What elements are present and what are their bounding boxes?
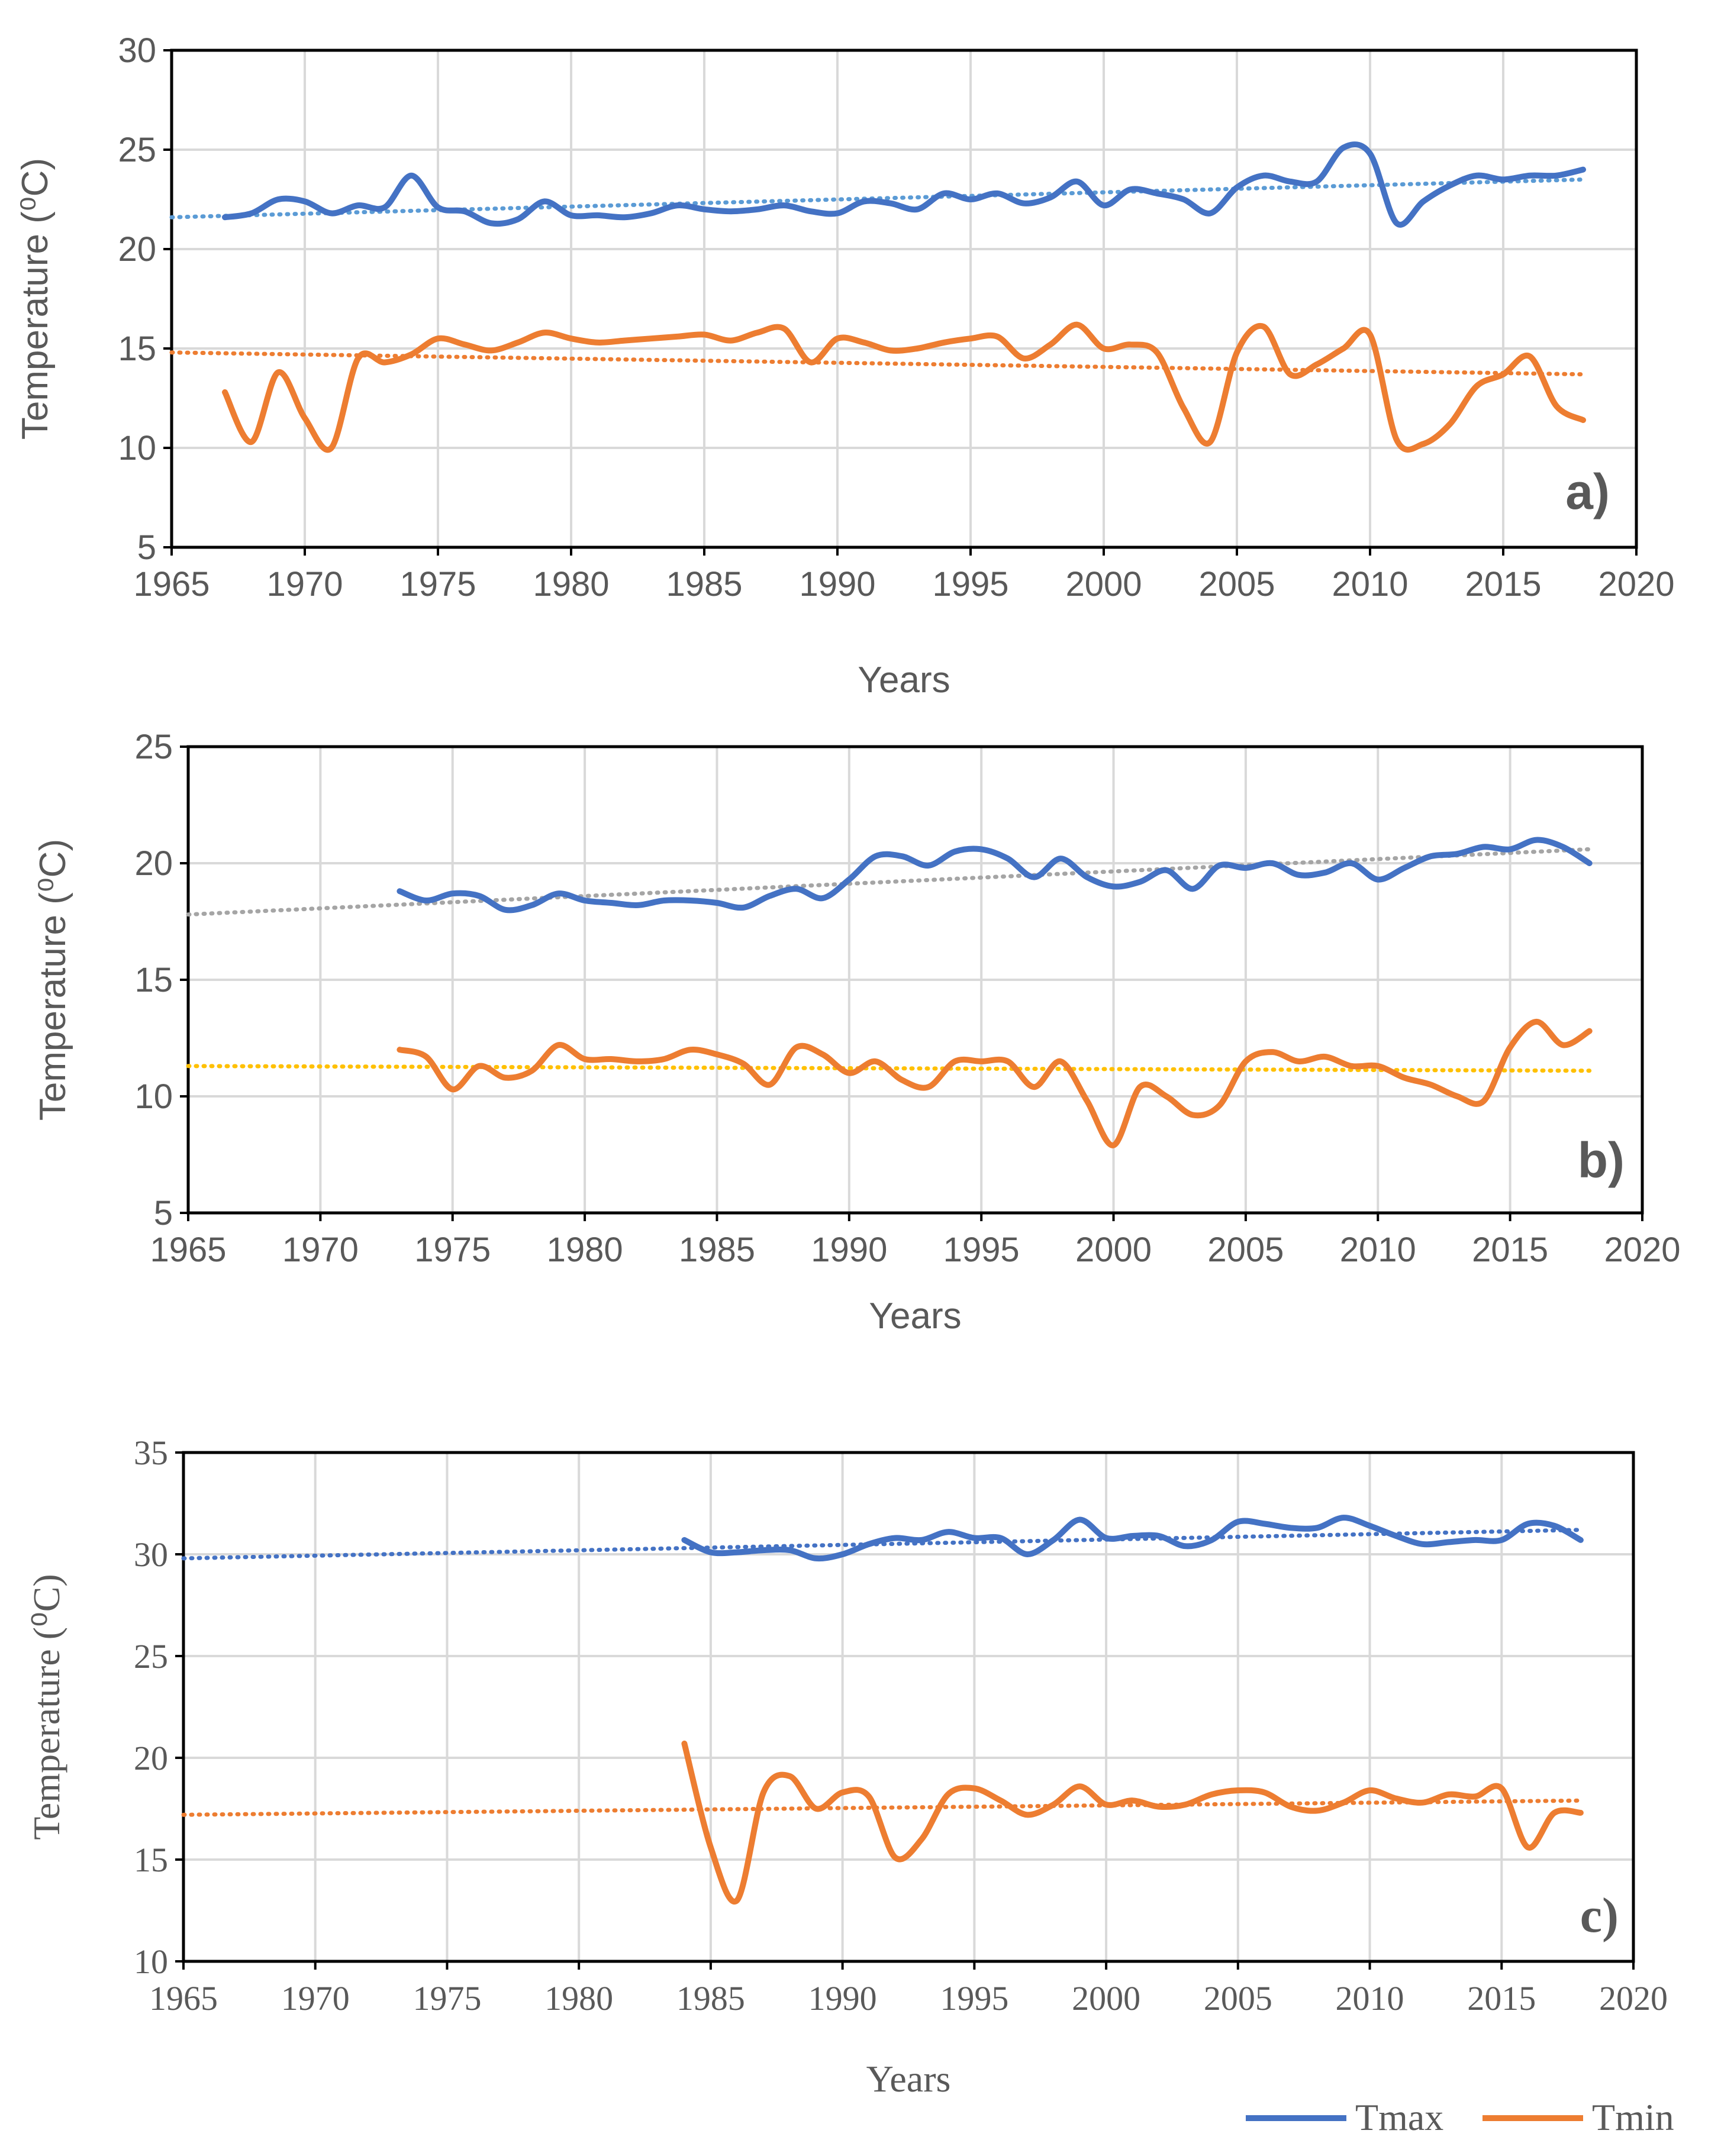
y-tick-label: 25 xyxy=(134,728,173,766)
x-tick-label: 1980 xyxy=(544,1979,613,2018)
x-tick-label: 2005 xyxy=(1198,565,1275,603)
x-tick-label: 1970 xyxy=(282,1231,359,1269)
x-tick-label: 2000 xyxy=(1072,1979,1140,2018)
x-tick-label: 1985 xyxy=(676,1979,745,2018)
x-tick-label: 2010 xyxy=(1332,565,1408,603)
x-tick-label: 1970 xyxy=(281,1979,350,2018)
trendline-tmax xyxy=(186,847,1592,917)
x-tick-label: 1970 xyxy=(266,565,343,603)
y-axis-title: Temperature (⁰C) xyxy=(15,158,56,440)
y-tick-label: 10 xyxy=(134,1942,168,1981)
panel-label: c) xyxy=(1580,1888,1619,1943)
x-tick-label: 1995 xyxy=(943,1231,1020,1269)
series-line-tmin xyxy=(397,1018,1593,1148)
y-tick-label: 10 xyxy=(134,1077,173,1116)
x-tick-label: 2020 xyxy=(1604,1231,1680,1269)
trendline-tmax xyxy=(181,1528,1583,1561)
legend-tmax-label: Tmax xyxy=(1355,2096,1443,2138)
series-line-tmax xyxy=(681,1515,1584,1562)
trendline-tmin xyxy=(169,350,1585,377)
x-axis-title: Years xyxy=(869,1296,961,1337)
x-tick-label: 1965 xyxy=(150,1231,226,1269)
y-tick-label: 20 xyxy=(118,230,156,269)
x-tick-label: 1975 xyxy=(414,1231,491,1269)
x-tick-label: 1965 xyxy=(149,1979,218,2018)
x-tick-label: 2005 xyxy=(1204,1979,1272,2018)
panel-a: 1965 1970 1975 1980 1985 1990 1995 2000 2005 2010… xyxy=(15,31,1675,701)
x-tick-label: 2015 xyxy=(1467,1979,1536,2018)
y-tick-label: 20 xyxy=(134,844,173,883)
x-tick-label: 2010 xyxy=(1340,1231,1416,1269)
series-line-tmin xyxy=(222,321,1586,453)
plot-frame xyxy=(182,1451,1635,1963)
y-tick-label: 20 xyxy=(134,1739,168,1777)
panel-c: 1965 1970 1975 1980 1985 1990 1995 2000 2005 2010… xyxy=(25,1434,1668,2100)
x-tick-label: 2015 xyxy=(1465,565,1541,603)
x-tick-label: 2010 xyxy=(1336,1979,1404,2018)
series-line-tmin xyxy=(681,1740,1584,1905)
x-tick-label: 1985 xyxy=(666,565,742,603)
x-tick-label: 1995 xyxy=(932,565,1008,603)
y-tick-label: 25 xyxy=(134,1637,168,1676)
x-tick-label: 2020 xyxy=(1599,1979,1668,2018)
x-tick-label: 1985 xyxy=(679,1231,755,1269)
x-tick-label: 2020 xyxy=(1598,565,1674,603)
plot-frame xyxy=(170,49,1638,549)
x-tick-label: 1980 xyxy=(547,1231,623,1269)
panel-b: 1965 1970 1975 1980 1985 1990 1995 2000 2005 2010… xyxy=(33,728,1681,1337)
y-tick-label: 5 xyxy=(137,528,156,567)
x-tick-label: 1980 xyxy=(533,565,609,603)
x-tick-label: 1975 xyxy=(399,565,476,603)
panel-label: b) xyxy=(1578,1132,1625,1188)
x-tick-label: 2015 xyxy=(1472,1231,1548,1269)
legend: Tmax Tmin xyxy=(1246,2096,1674,2138)
x-tick-label: 1965 xyxy=(133,565,210,603)
series-line-tmax xyxy=(222,141,1586,228)
y-tick-label: 15 xyxy=(134,1841,168,1879)
y-tick-label: 30 xyxy=(134,1535,168,1574)
y-tick-label: 25 xyxy=(118,131,156,169)
y-tick-label: 30 xyxy=(118,31,156,70)
x-tick-label: 1995 xyxy=(940,1979,1008,2018)
x-axis-title: Years xyxy=(866,2058,951,2100)
trendline-tmin xyxy=(181,1798,1583,1817)
y-tick-label: 10 xyxy=(118,429,156,467)
panel-label: a) xyxy=(1565,464,1610,519)
x-tick-label: 1990 xyxy=(808,1979,877,2018)
y-axis-title: Temperature (⁰C) xyxy=(25,1574,67,1839)
x-tick-label: 2005 xyxy=(1207,1231,1284,1269)
y-tick-label: 15 xyxy=(134,961,173,999)
y-tick-label: 15 xyxy=(118,330,156,368)
x-tick-label: 1990 xyxy=(811,1231,887,1269)
x-tick-label: 1990 xyxy=(799,565,875,603)
series-line-tmax xyxy=(397,837,1593,914)
y-axis-title: Temperature (⁰C) xyxy=(33,839,73,1121)
x-tick-label: 2000 xyxy=(1065,565,1142,603)
x-tick-label: 1975 xyxy=(412,1979,481,2018)
legend-tmin-label: Tmin xyxy=(1592,2096,1674,2138)
x-axis-title: Years xyxy=(858,660,950,701)
y-tick-label: 5 xyxy=(154,1194,173,1232)
y-tick-label: 35 xyxy=(134,1434,168,1472)
x-tick-label: 2000 xyxy=(1075,1231,1152,1269)
